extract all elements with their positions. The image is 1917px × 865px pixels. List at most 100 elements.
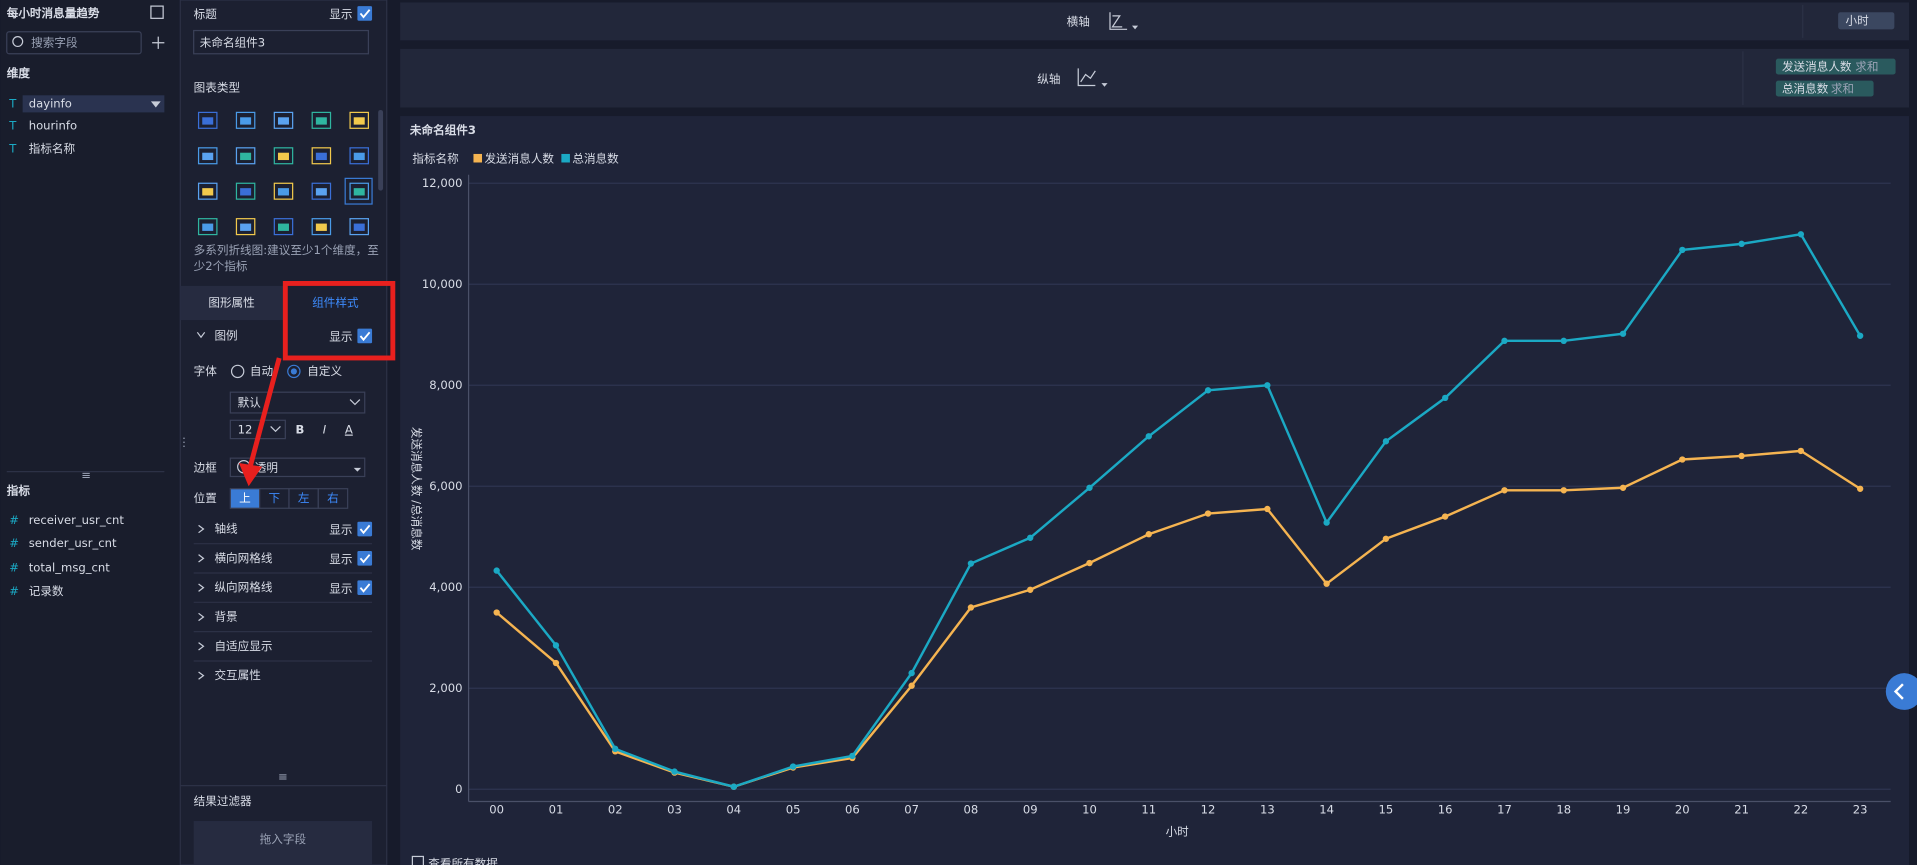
check-mark	[359, 583, 371, 593]
measure-field[interactable]: total_msg_cnt	[29, 561, 111, 575]
chevron[interactable]	[198, 583, 205, 592]
dataset-switch-icon[interactable]	[150, 5, 164, 19]
section-name: 背景	[214, 609, 237, 623]
x-tick-label: 10	[1082, 803, 1097, 817]
checkbox[interactable]	[357, 580, 373, 595]
position-button[interactable]	[317, 488, 349, 509]
chart-type-icon[interactable]	[311, 111, 332, 129]
legend-swatch	[561, 153, 570, 163]
chart-type-icon[interactable]	[349, 147, 370, 165]
x-tick-label: 03	[667, 803, 682, 817]
x-field: 小时	[1845, 13, 1869, 27]
chart-type-icon[interactable]	[197, 218, 218, 236]
italic-button[interactable]: I	[323, 423, 327, 437]
resize-handle[interactable]: ⋮	[178, 435, 190, 449]
x-tick-label: 06	[845, 803, 860, 817]
dimension-field[interactable]: hourinfo	[29, 118, 77, 132]
chart-type-icon[interactable]	[349, 218, 370, 236]
border-value: 透明	[255, 460, 278, 474]
chevron[interactable]	[196, 331, 206, 339]
legend-label[interactable]: 发送消息人数	[484, 151, 554, 165]
collapse-button[interactable]	[1885, 673, 1917, 710]
data-point	[1382, 535, 1390, 542]
chart-type-icon[interactable]	[235, 218, 256, 236]
checkbox[interactable]	[357, 551, 373, 566]
chevron[interactable]	[198, 524, 205, 534]
chart-type-icon[interactable]	[273, 218, 294, 236]
radio[interactable]	[230, 364, 245, 379]
chart-type-icon[interactable]	[311, 147, 332, 165]
checkbox[interactable]	[357, 328, 373, 344]
chart-type-icon[interactable]	[197, 147, 218, 165]
view-all-checkbox[interactable]	[411, 855, 424, 865]
x-tick-label: 21	[1734, 803, 1749, 817]
measure-field[interactable]: sender_usr_cnt	[29, 536, 117, 550]
scrollbar[interactable]	[378, 109, 384, 191]
tab-label[interactable]: 图形属性	[208, 295, 254, 309]
font-label: 字体	[194, 364, 218, 378]
x-axis-label: 小时	[1166, 825, 1190, 839]
dropdown-arrow[interactable]	[1131, 25, 1139, 30]
data-point	[1856, 485, 1864, 492]
chart-type-icon[interactable]	[349, 111, 370, 129]
measure-type-icon: #	[9, 513, 19, 527]
data-point	[493, 567, 500, 574]
x-tick-label: 12	[1201, 803, 1216, 817]
checkbox[interactable]	[357, 521, 373, 537]
chart-type-hint: 少2个指标	[194, 259, 248, 273]
y-field-pill[interactable]	[1775, 58, 1896, 75]
chart-type-icon-fill	[315, 117, 327, 125]
tab-inactive[interactable]	[180, 285, 285, 321]
chevron[interactable]	[198, 612, 205, 622]
y-field-pill[interactable]	[1775, 80, 1874, 97]
title-input[interactable]	[193, 29, 370, 55]
radio-selected[interactable]	[287, 364, 301, 379]
axis-icon[interactable]	[1109, 12, 1128, 30]
chart-type-icon-fill	[315, 152, 327, 161]
chart-type-icon[interactable]	[235, 182, 256, 200]
chevron[interactable]	[198, 554, 205, 563]
legend-label[interactable]: 总消息数	[572, 151, 619, 165]
x-field-pill[interactable]	[1838, 12, 1895, 30]
chart-type-icon[interactable]	[311, 182, 332, 200]
measure-field[interactable]: receiver_usr_cnt	[29, 513, 125, 527]
search-box[interactable]	[6, 31, 142, 55]
drag-handle[interactable]: ≡	[278, 770, 288, 784]
chart-type-icon-fill	[202, 117, 214, 125]
dropdown-arrow	[353, 467, 362, 472]
data-point	[789, 763, 797, 770]
add-icon[interactable]	[152, 36, 165, 49]
filter-drop-zone[interactable]	[193, 821, 373, 865]
dropdown-arrow[interactable]	[1101, 83, 1108, 87]
drag-handle[interactable]: ≡	[81, 468, 91, 482]
dropdown-arrow[interactable]	[150, 101, 161, 108]
chart-type-icon[interactable]	[235, 147, 256, 165]
chart-type-icon[interactable]	[235, 111, 256, 129]
chart-type-icon[interactable]	[273, 182, 294, 200]
measure-field[interactable]: 记录数	[29, 584, 64, 598]
border-select[interactable]	[229, 457, 366, 478]
data-point	[1738, 452, 1745, 460]
chevron[interactable]	[198, 671, 205, 680]
axis-icon[interactable]	[1077, 68, 1096, 87]
chart-type-icon[interactable]	[273, 111, 294, 129]
dimension-field[interactable]: 指标名称	[29, 142, 76, 156]
chart-type-selected	[344, 177, 373, 205]
position-label: 左	[298, 491, 310, 505]
chart-type-icon[interactable]	[197, 111, 218, 129]
data-point	[1619, 330, 1627, 337]
chart-type-icon[interactable]	[311, 218, 332, 236]
bold-button[interactable]: B	[296, 423, 305, 437]
chart-type-icon-fill	[277, 188, 289, 196]
checkbox[interactable]	[357, 6, 373, 21]
dimension-field[interactable]: dayinfo	[29, 96, 72, 110]
chart-type-icon[interactable]	[273, 147, 294, 165]
view-all[interactable]: 查看所有数据	[428, 856, 498, 865]
underline-button[interactable]: A	[345, 423, 353, 437]
chart-type-icon[interactable]	[349, 182, 370, 200]
chart-type-icon[interactable]	[197, 182, 218, 200]
data-point	[1679, 456, 1686, 463]
tab-label-active[interactable]: 组件样式	[312, 295, 359, 309]
data-point	[1323, 519, 1330, 526]
chevron[interactable]	[198, 642, 205, 651]
